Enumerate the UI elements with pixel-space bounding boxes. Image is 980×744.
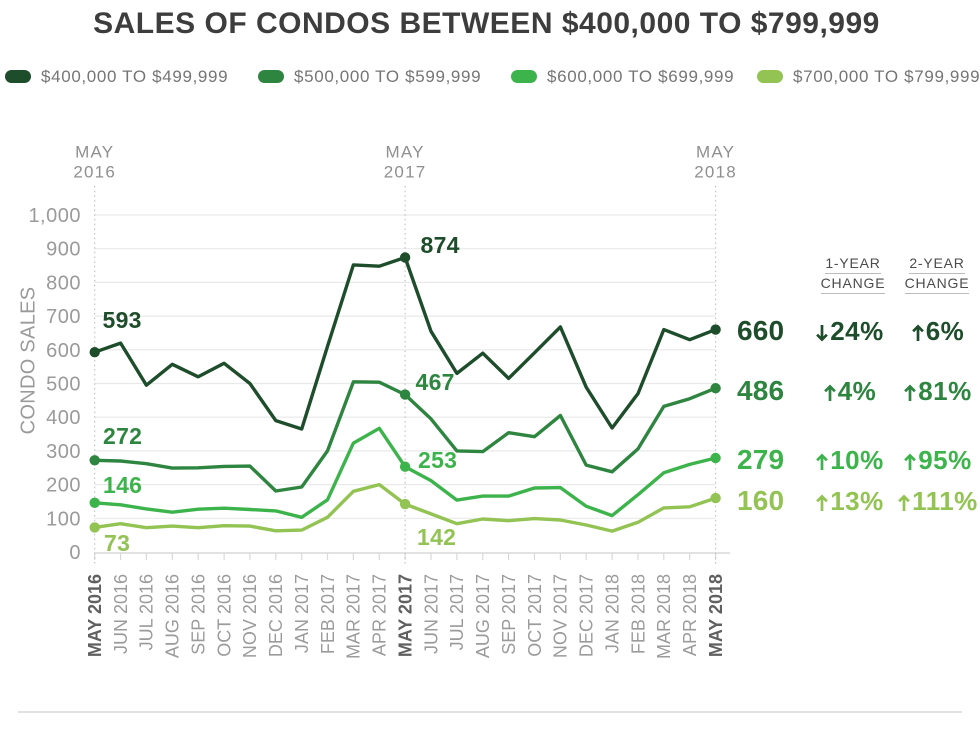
svg-text:FEB 2018: FEB 2018: [628, 574, 648, 654]
svg-text:DEC 2017: DEC 2017: [577, 574, 597, 657]
svg-text:MAR 2018: MAR 2018: [654, 574, 674, 659]
svg-text:900: 900: [46, 239, 81, 261]
svg-text:MAY: MAY: [75, 143, 114, 162]
svg-text:600: 600: [46, 340, 81, 362]
svg-text:253: 253: [418, 447, 457, 473]
svg-text:JUL 2017: JUL 2017: [447, 574, 467, 650]
svg-text:2017: 2017: [384, 163, 427, 182]
svg-text:300: 300: [46, 441, 81, 463]
svg-text:NOV 2017: NOV 2017: [551, 574, 571, 658]
svg-text:JAN 2018: JAN 2018: [602, 574, 622, 653]
svg-text:272: 272: [103, 423, 142, 449]
svg-text:0: 0: [69, 542, 81, 564]
svg-text:800: 800: [46, 272, 81, 294]
svg-text:MAR 2017: MAR 2017: [344, 574, 364, 659]
svg-text:FEB 2017: FEB 2017: [318, 574, 338, 654]
svg-text:AUG 2016: AUG 2016: [163, 574, 183, 658]
svg-text:593: 593: [103, 307, 142, 333]
svg-text:MAY 2016: MAY 2016: [85, 574, 105, 657]
svg-text:467: 467: [416, 369, 455, 395]
svg-text:400: 400: [46, 407, 81, 429]
svg-text:100: 100: [46, 508, 81, 530]
svg-text:MAY: MAY: [696, 143, 735, 162]
svg-text:AUG 2017: AUG 2017: [473, 574, 493, 658]
svg-text:146: 146: [103, 472, 142, 498]
svg-text:MAY 2018: MAY 2018: [706, 574, 726, 657]
svg-text:2018: 2018: [694, 163, 737, 182]
svg-text:OCT 2017: OCT 2017: [525, 574, 545, 657]
svg-text:200: 200: [46, 475, 81, 497]
svg-text:JUN 2016: JUN 2016: [111, 574, 131, 654]
svg-text:2016: 2016: [73, 163, 116, 182]
svg-text:MAY: MAY: [386, 143, 425, 162]
svg-text:SEP 2016: SEP 2016: [189, 574, 209, 655]
svg-text:SEP 2017: SEP 2017: [499, 574, 519, 655]
svg-text:JUL 2016: JUL 2016: [137, 574, 157, 650]
svg-text:APR 2018: APR 2018: [680, 574, 700, 656]
svg-text:JAN 2017: JAN 2017: [292, 574, 312, 653]
svg-text:CONDO SALES: CONDO SALES: [18, 287, 40, 435]
svg-text:MAY 2017: MAY 2017: [395, 574, 415, 657]
svg-text:1,000: 1,000: [28, 205, 81, 227]
svg-text:DEC 2016: DEC 2016: [266, 574, 286, 657]
svg-text:JUN 2017: JUN 2017: [421, 574, 441, 654]
svg-text:700: 700: [46, 306, 81, 328]
svg-text:142: 142: [417, 524, 456, 550]
svg-text:APR 2017: APR 2017: [370, 574, 390, 656]
svg-text:73: 73: [104, 530, 130, 556]
svg-text:OCT 2016: OCT 2016: [214, 574, 234, 657]
svg-text:874: 874: [421, 232, 460, 258]
svg-text:NOV 2016: NOV 2016: [240, 574, 260, 658]
svg-text:500: 500: [46, 374, 81, 396]
